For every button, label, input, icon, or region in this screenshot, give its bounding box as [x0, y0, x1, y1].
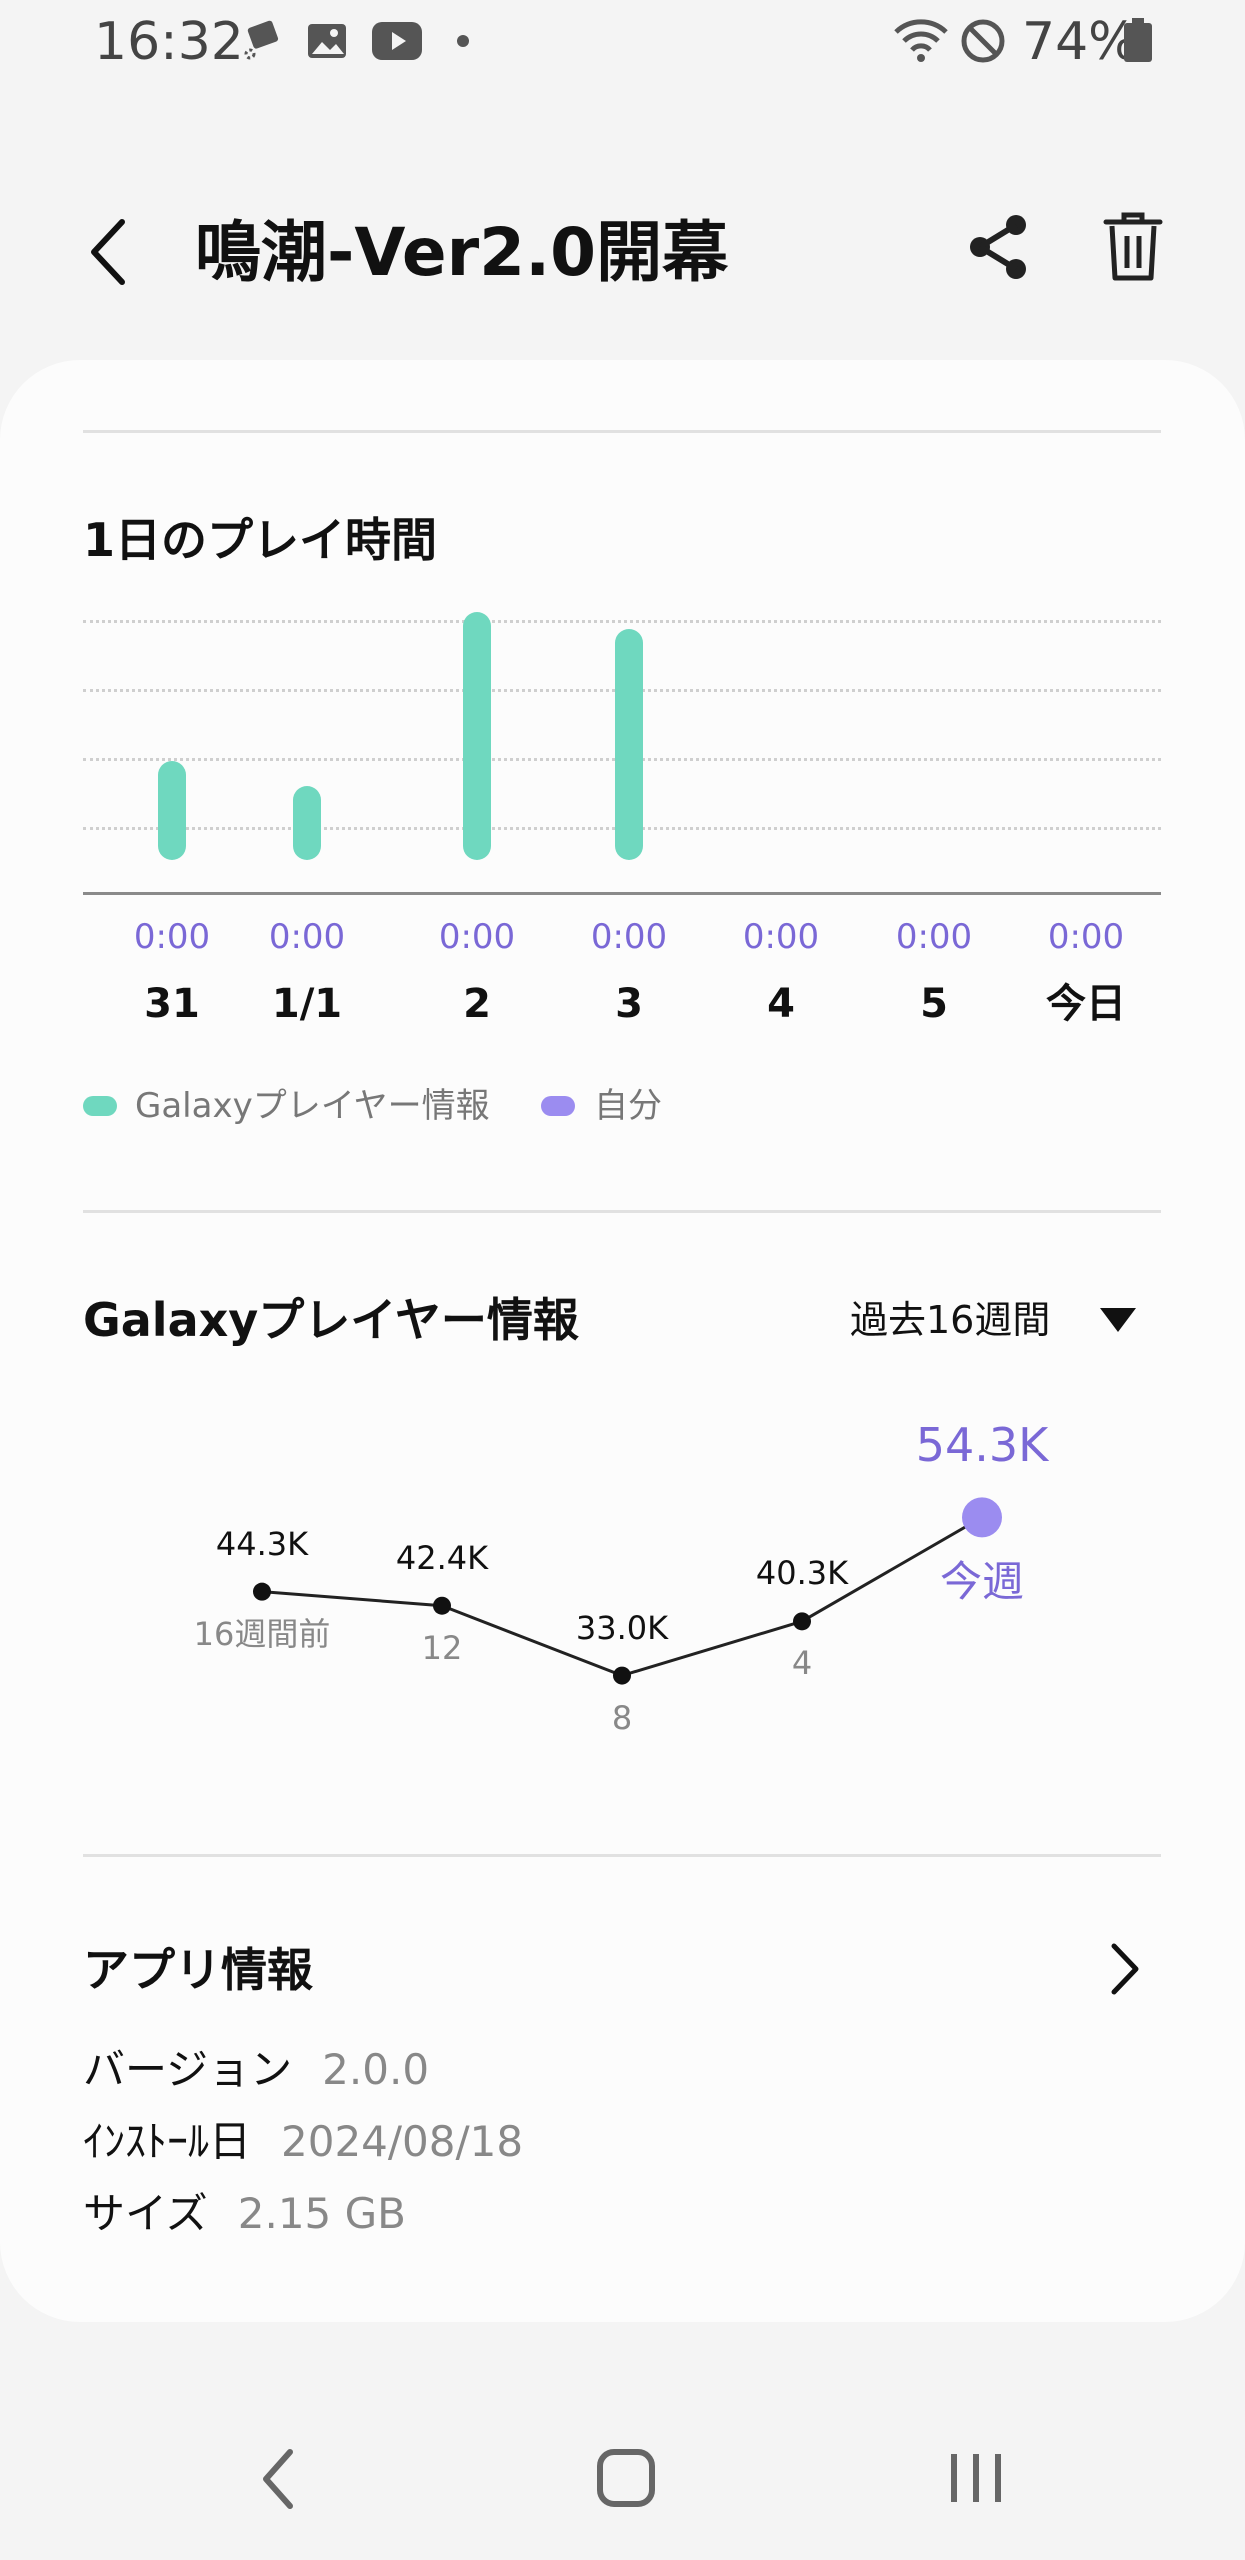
app-info-title: アプリ情報	[83, 1943, 313, 1997]
legend-label-galaxy: Galaxyプレイヤー情報	[135, 1086, 490, 1126]
app-info-row[interactable]: アプリ情報	[0, 1920, 1245, 2020]
page-title: 鳴潮-Ver2.0開幕	[195, 214, 729, 291]
weekly-axis-label: 16週間前	[193, 1614, 331, 1653]
daily-play-title: 1日のプレイ時間	[83, 513, 438, 567]
battery-icon	[1124, 18, 1152, 62]
day-time-label: 0:00	[742, 917, 820, 957]
size-value: 2.15 GB	[237, 2189, 406, 2238]
status-time: 16:32	[94, 12, 244, 72]
legend-label-self: 自分	[594, 1086, 662, 1126]
divider	[83, 1210, 1161, 1213]
notification-icon	[240, 20, 284, 64]
weekly-axis-label: 4	[791, 1644, 813, 1683]
weekly-point	[433, 1596, 451, 1615]
trash-icon[interactable]	[1102, 210, 1164, 284]
triangle-down-icon	[1098, 1306, 1138, 1334]
day-time-label: 0:00	[590, 917, 668, 957]
divider	[83, 1854, 1161, 1857]
size-row: サイズ 2.15 GB	[83, 2186, 406, 2242]
wifi-icon	[892, 16, 950, 64]
day-label: 31	[144, 981, 200, 1027]
weekly-value-label: 40.3K	[755, 1554, 849, 1593]
day-label: 5	[920, 981, 948, 1027]
current-week-value: 54.3K	[915, 1418, 1049, 1473]
day-time-label: 0:00	[438, 917, 516, 957]
legend-swatch-galaxy	[83, 1096, 117, 1116]
day-time-label: 0:00	[895, 917, 973, 957]
battery-percentage: 74%	[1022, 12, 1138, 72]
day-label: 3	[615, 981, 643, 1027]
chevron-right-icon	[1108, 1942, 1142, 1996]
period-dropdown[interactable]: 過去16週間	[850, 1290, 1150, 1350]
gallery-icon	[306, 20, 348, 62]
day-label: 4	[767, 981, 795, 1027]
period-dropdown-label: 過去16週間	[850, 1298, 1051, 1342]
weekly-value-label: 42.4K	[395, 1538, 489, 1577]
x-axis-line	[83, 892, 1161, 895]
current-week-point	[962, 1497, 1002, 1538]
install-date-key: ｲﾝｽﾄｰﾙ日	[83, 2117, 252, 2166]
back-arrow-icon[interactable]	[80, 212, 136, 292]
day-label: 今日	[1046, 981, 1126, 1027]
nav-recents-icon[interactable]	[948, 2450, 1004, 2506]
weekly-axis-label: 8	[611, 1698, 633, 1737]
bar-galaxy-1	[293, 785, 321, 860]
day-label: 1/1	[271, 981, 343, 1027]
install-date-row: ｲﾝｽﾄｰﾙ日 2024/08/18	[83, 2114, 523, 2170]
current-week-label: 今週	[939, 1557, 1024, 1607]
weekly-point	[613, 1666, 631, 1685]
do-not-disturb-icon	[960, 18, 1006, 64]
weekly-point	[793, 1612, 811, 1631]
detail-card: 1日のプレイ時間 0:00 31 0:00 1/1 0:00 2 0:00 3 0:00 4 0:0…	[0, 360, 1245, 2322]
bar-galaxy-2	[463, 612, 491, 860]
bar-galaxy-0	[158, 760, 186, 860]
size-key: サイズ	[83, 2189, 208, 2238]
day-time-label: 0:00	[1047, 917, 1125, 957]
nav-back-icon[interactable]	[256, 2446, 300, 2512]
weekly-line-chart	[253, 1497, 1002, 1685]
install-date-value: 2024/08/18	[281, 2117, 524, 2166]
gridline	[83, 620, 1161, 623]
dot-icon	[456, 34, 470, 48]
galaxy-info-title: Galaxyプレイヤー情報	[83, 1293, 579, 1347]
nav-home-icon[interactable]	[596, 2448, 656, 2508]
divider	[83, 430, 1161, 433]
bar-galaxy-3	[615, 629, 643, 860]
youtube-icon	[372, 22, 422, 60]
version-row: バージョン 2.0.0	[83, 2042, 429, 2098]
weekly-value-label: 33.0K	[575, 1608, 669, 1647]
version-value: 2.0.0	[322, 2045, 430, 2094]
version-key: バージョン	[83, 2045, 293, 2094]
weekly-point	[253, 1582, 271, 1601]
day-time-label: 0:00	[268, 917, 346, 957]
weekly-value-label: 44.3K	[215, 1524, 309, 1563]
legend-swatch-self	[541, 1096, 575, 1116]
weekly-axis-label: 12	[421, 1628, 463, 1667]
day-time-label: 0:00	[133, 917, 211, 957]
share-icon[interactable]	[966, 212, 1032, 282]
day-label: 2	[463, 981, 491, 1027]
